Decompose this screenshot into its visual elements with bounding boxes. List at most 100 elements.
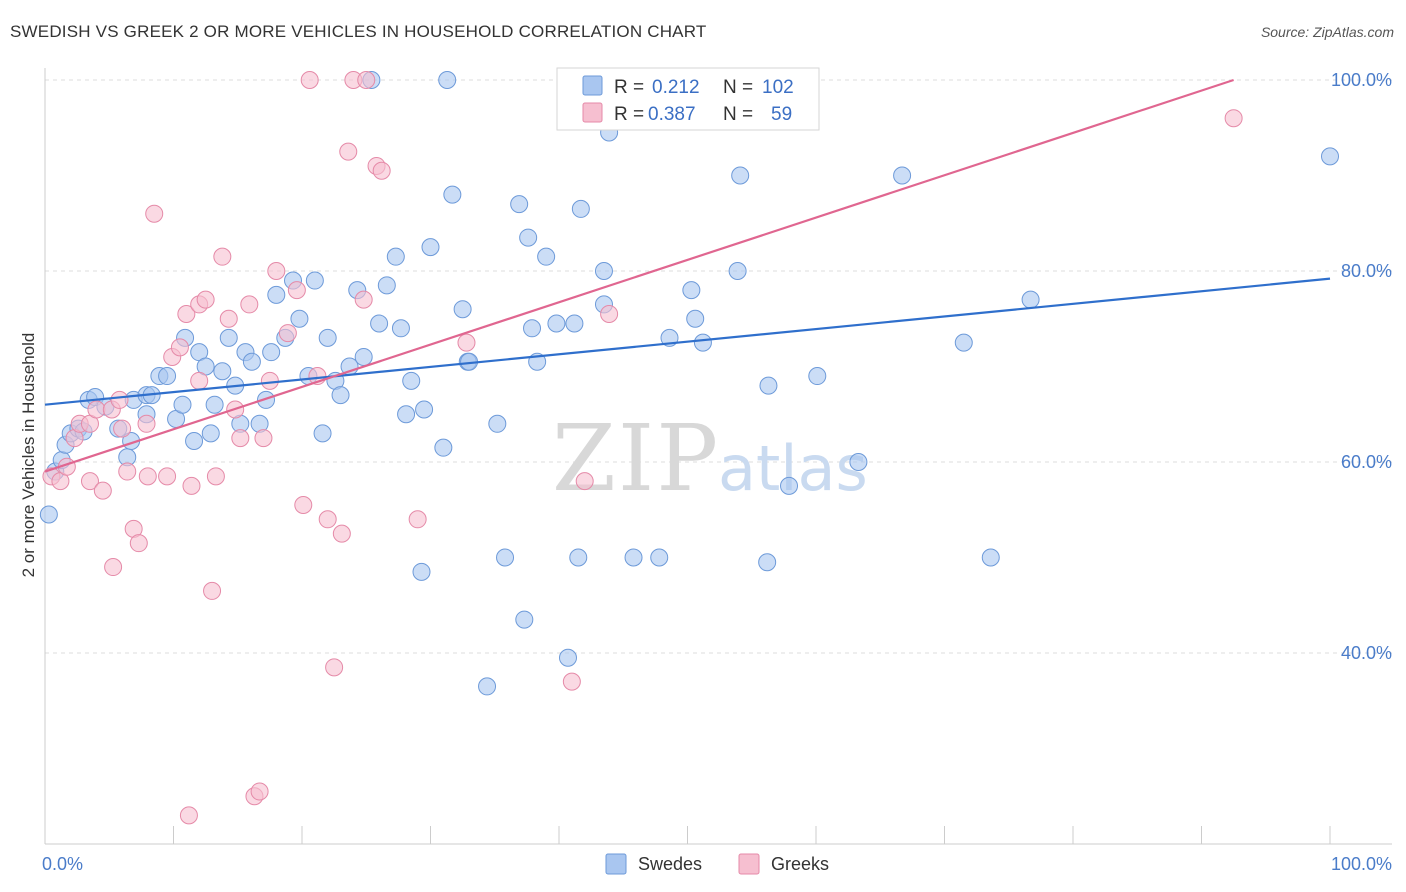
greeks-point <box>190 371 209 390</box>
swedes-point <box>262 343 281 362</box>
swedes-point <box>185 431 204 450</box>
swedes-point <box>354 347 373 366</box>
bottom-legend-swatch-swedes <box>605 853 627 875</box>
greeks-point <box>332 524 351 543</box>
swedes-point <box>173 395 192 414</box>
greeks-point <box>137 414 156 433</box>
legend-box: R = 0.212 N = 102 R = 0.387 N = 59 <box>556 67 820 131</box>
swedes-point <box>377 276 396 295</box>
legend-n-value-greeks: 59 <box>771 104 792 125</box>
swedes-point <box>213 362 232 381</box>
greeks-point <box>240 295 259 314</box>
swedes-point <box>434 438 453 457</box>
swedes-point <box>519 228 538 247</box>
watermark: ZIP atlas <box>552 405 868 512</box>
swedes-point <box>515 610 534 629</box>
swedes-point <box>219 328 238 347</box>
swedes-point <box>1021 290 1040 309</box>
legend-swatch-greeks <box>582 102 603 123</box>
greeks-point <box>80 472 99 491</box>
legend-r-value-swedes: 0.212 <box>652 77 700 98</box>
tick-labels: 40.0% 60.0% 80.0% 100.0% 0.0% 100.0% <box>42 70 1392 874</box>
greeks-point <box>600 304 619 323</box>
greeks-point <box>1224 109 1243 128</box>
greeks-point <box>250 782 269 801</box>
legend-r-value-greeks: 0.387 <box>648 104 696 125</box>
bottom-legend-label-swedes: Swedes <box>638 854 702 874</box>
greeks-point <box>110 390 129 409</box>
swedes-point <box>290 309 309 328</box>
greeks-point <box>278 324 297 343</box>
swedes-point <box>523 319 542 338</box>
swedes-point <box>257 390 276 409</box>
swedes-point <box>759 376 778 395</box>
greeks-point <box>267 262 286 280</box>
legend-swatch-swedes <box>582 75 603 96</box>
swedes-point <box>402 371 421 390</box>
greeks-point <box>562 672 581 691</box>
swedes-point <box>650 548 669 567</box>
swedes-point <box>686 309 705 328</box>
greeks-point <box>294 495 313 514</box>
swedes-point <box>412 562 431 581</box>
greeks-point <box>575 472 594 491</box>
swedes-point <box>758 553 777 572</box>
greeks-point <box>325 658 344 677</box>
greeks-point <box>203 581 222 600</box>
greeks-point <box>129 534 148 553</box>
greeks-point <box>87 400 106 419</box>
watermark-zip: ZIP <box>552 405 720 512</box>
swedes-point <box>558 648 577 667</box>
bottom-legend-label-greeks: Greeks <box>771 854 829 874</box>
greeks-point <box>104 558 123 577</box>
swedes-point <box>391 319 410 338</box>
swedes-point <box>478 677 497 696</box>
swedes-point <box>415 400 434 419</box>
y-tick-label: 60.0% <box>1341 452 1392 472</box>
bottom-legend-swatch-greeks <box>738 853 760 875</box>
swedes-point <box>242 352 261 371</box>
swedes-point <box>537 247 556 266</box>
trend-lines <box>44 78 1331 473</box>
greeks-point <box>231 429 250 448</box>
greeks-point <box>372 161 391 180</box>
swedes-point <box>510 195 529 214</box>
swedes-point <box>39 505 58 524</box>
swedes-point <box>808 367 827 386</box>
greeks-trend-line <box>44 78 1234 473</box>
legend-r-label-greeks: R = <box>614 104 644 125</box>
swedes-point <box>313 424 332 443</box>
swedes-point <box>421 238 440 257</box>
swedes-point <box>849 453 868 471</box>
greeks-point <box>339 142 358 161</box>
greeks-point <box>357 71 376 89</box>
swedes-point <box>438 71 457 89</box>
legend-n-label-greeks: N = <box>723 104 753 125</box>
greeks-point <box>196 290 215 309</box>
swedes-point <box>443 185 462 204</box>
swedes-point <box>331 386 350 405</box>
swedes-point <box>370 314 389 333</box>
swedes-point <box>954 333 973 352</box>
axes-layer <box>44 68 1392 845</box>
swedes-point <box>267 285 286 304</box>
source-label: Source: ZipAtlas.com <box>1260 24 1394 40</box>
greeks-point <box>457 333 476 352</box>
points-layer <box>39 71 1339 825</box>
greeks-point <box>158 467 177 486</box>
greeks-point <box>118 462 137 481</box>
greeks-point <box>138 467 157 486</box>
swedes-point <box>569 548 588 567</box>
greeks-point <box>182 476 201 495</box>
swedes-point <box>571 199 590 218</box>
swedes-point <box>201 424 220 443</box>
swedes-point <box>981 548 1000 567</box>
swedes-point <box>780 476 799 495</box>
swedes-point <box>318 328 337 347</box>
swedes-point <box>1321 147 1339 166</box>
y-tick-label: 100.0% <box>1331 70 1392 90</box>
chart-title: SWEDISH VS GREEK 2 OR MORE VEHICLES IN H… <box>10 22 707 41</box>
swedes-point <box>594 262 613 280</box>
swedes-point <box>731 166 750 185</box>
y-axis-label: 2 or more Vehicles in Household <box>19 333 38 578</box>
